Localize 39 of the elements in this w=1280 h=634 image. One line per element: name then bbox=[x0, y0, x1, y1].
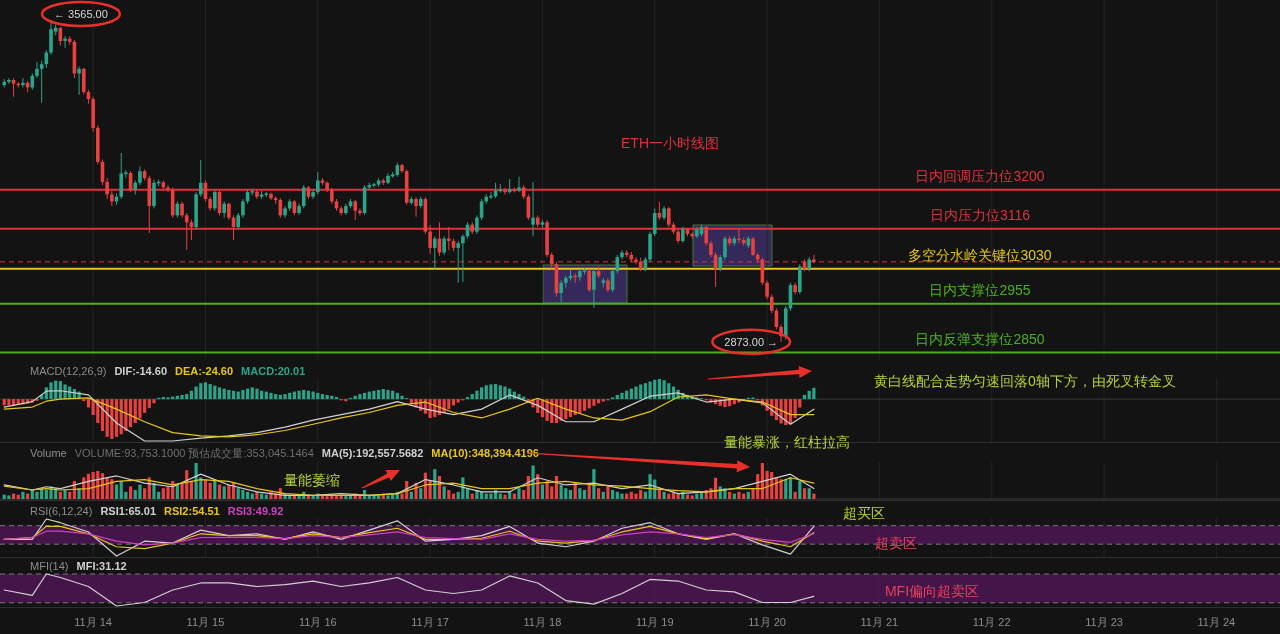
x-tick-label: 11月 21 bbox=[860, 616, 899, 628]
x-tick-label: 11月 24 bbox=[1197, 616, 1236, 628]
text: DIF:-14.60 bbox=[114, 365, 167, 377]
text: DEA:-24.60 bbox=[175, 365, 234, 377]
x-tick-label: 11月 17 bbox=[411, 616, 449, 628]
ref-line-label: 日内反弹支撑位2850 bbox=[915, 330, 1045, 347]
x-tick-label: 11月 20 bbox=[748, 616, 786, 628]
ref-line-label: 日内回调压力位3200 bbox=[915, 167, 1045, 184]
x-tick-label: 11月 19 bbox=[635, 616, 674, 628]
ref-line-label: 日内压力位3116 bbox=[929, 206, 1031, 223]
text: MA(10):348,394.4196 bbox=[431, 447, 539, 459]
x-tick-label: 11月 22 bbox=[972, 616, 1011, 628]
x-tick-label: 11月 15 bbox=[186, 616, 225, 628]
ref-line-label: 多空分水岭关键位3030 bbox=[908, 246, 1052, 263]
chart-title: MFI(14) bbox=[30, 560, 69, 572]
x-tick-label: 11月 16 bbox=[298, 616, 337, 628]
chart-subtitle: VOLUME:93,753.1000 预估成交量:353,045.1464 bbox=[74, 447, 314, 459]
annotation: 超卖区 bbox=[875, 535, 917, 551]
annotation: 黄白线配合走势匀速回落0轴下方，由死叉转金叉 bbox=[874, 373, 1176, 389]
annotation: 量能暴涨，红柱拉高 bbox=[724, 434, 850, 450]
annotation: 量能萎缩 bbox=[284, 472, 340, 488]
ref-line-label: 日内支撑位2955 bbox=[929, 281, 1031, 298]
series-label: RSI3:49.92 bbox=[227, 505, 284, 517]
annotation: MFI偏向超卖区 bbox=[884, 583, 980, 599]
series-label: RSI1:65.01 bbox=[100, 505, 157, 517]
annotation: 超买区 bbox=[843, 505, 885, 521]
series-label: RSI2:54.51 bbox=[164, 505, 220, 517]
annotation: 2873.00 → bbox=[724, 335, 779, 348]
series-label: MFI:31.12 bbox=[76, 560, 127, 572]
series-label: MA(5):192,557.5682 bbox=[321, 447, 424, 459]
x-tick-label: 11月 18 bbox=[523, 616, 562, 628]
series-label: MACD:20.01 bbox=[241, 365, 306, 377]
text: ETH一小时线图 bbox=[621, 135, 719, 151]
chart-title: RSI(6,12,24) bbox=[30, 505, 93, 517]
annotation: ← 3565.00 bbox=[54, 8, 108, 20]
chart-title: MACD(12,26,9) bbox=[30, 365, 107, 377]
x-tick-label: 11月 23 bbox=[1085, 616, 1123, 628]
chart-title: Volume bbox=[30, 447, 67, 459]
x-tick-label: 11月 14 bbox=[74, 616, 112, 628]
